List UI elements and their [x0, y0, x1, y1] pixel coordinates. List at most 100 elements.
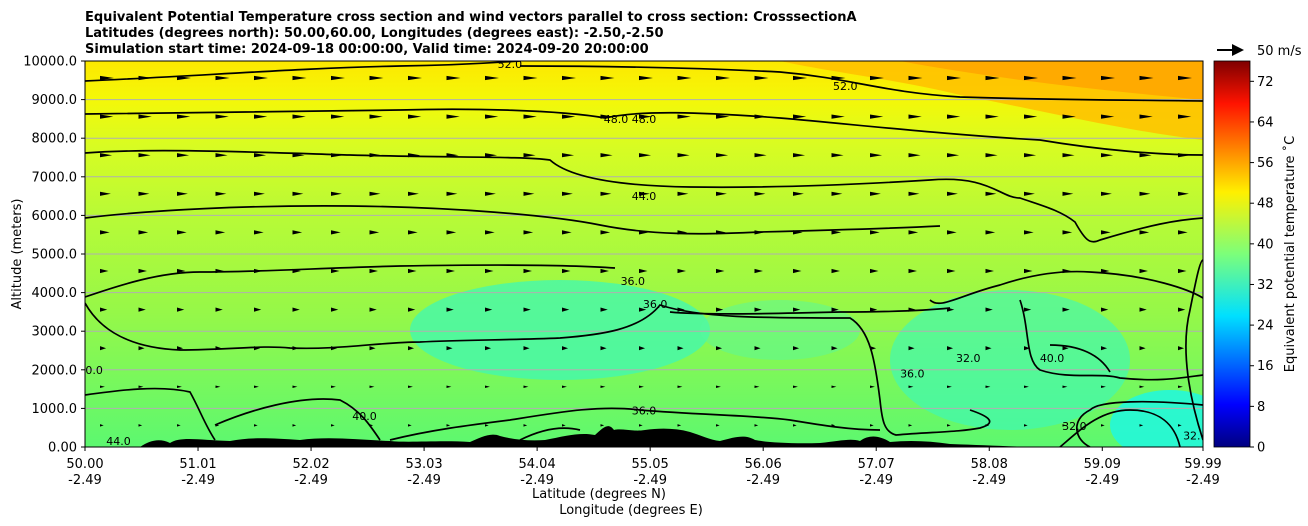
wind-vector [369, 268, 378, 274]
wind-vector [562, 346, 569, 351]
x-tick-label-lon: -2.49 [859, 473, 893, 488]
wind-vector [1101, 230, 1111, 235]
wind-vector [985, 268, 994, 274]
contour-label: 40.0 [1040, 352, 1065, 365]
wind-vector [793, 75, 807, 81]
wind-vector [870, 385, 875, 389]
contour-48 [85, 108, 1203, 156]
wind-vector [1101, 307, 1109, 312]
x-axis: 50.00-2.4951.01-2.4952.02-2.4953.03-2.49… [66, 447, 1222, 488]
colorbar-tick-label: 8 [1257, 400, 1265, 415]
wind-vector [908, 191, 920, 196]
x-tick-label-lon: -2.49 [68, 473, 102, 488]
wind-vector [870, 307, 878, 312]
x-tick-label-lat: 51.01 [179, 457, 216, 472]
cool-region-right [890, 290, 1130, 430]
wind-vector [947, 75, 961, 81]
wind-vector [716, 385, 721, 389]
wind-vector [1024, 114, 1038, 119]
wind-vector [600, 268, 609, 274]
wind-vector [331, 114, 345, 119]
wind-vector [215, 114, 229, 119]
wind-vector [485, 75, 499, 81]
wind-vector [716, 75, 730, 81]
wind-vector [831, 346, 838, 351]
wind-vector [1024, 268, 1033, 274]
wind-vector [254, 230, 264, 235]
wind-vectors [100, 75, 1192, 427]
title-line-3: Simulation start time: 2024-09-18 00:00:… [85, 42, 649, 57]
wind-vector [677, 268, 686, 274]
wind-vector [1024, 153, 1037, 158]
wind-vector [947, 114, 961, 119]
wind-vector [485, 114, 499, 119]
wind-vector [1062, 424, 1067, 427]
wind-vector [1139, 230, 1150, 235]
contour-label: 40.0 [78, 364, 103, 377]
wind-vector [1062, 346, 1069, 351]
wind-vector [1024, 307, 1032, 312]
wind-vector [100, 75, 114, 81]
wind-vector [600, 346, 607, 351]
wind-vector [716, 191, 727, 196]
wind-vector [254, 424, 258, 427]
wind-vector [677, 191, 689, 196]
contour-label: 32.0 [1062, 420, 1087, 433]
contour-lines [85, 61, 1203, 447]
wind-vector [677, 346, 684, 351]
wind-vector [562, 268, 571, 274]
wind-vector [562, 385, 567, 389]
wind-vector [562, 75, 576, 81]
wind-vector [215, 75, 230, 81]
wind-vector [485, 385, 490, 389]
wind-vector [177, 385, 182, 389]
wind-vector [100, 230, 110, 235]
wind-vector [947, 346, 954, 351]
wind-vector [985, 153, 998, 158]
y-tick-label: 10000.0 [23, 55, 77, 70]
wind-vector [1062, 385, 1068, 389]
wind-vector [908, 385, 914, 389]
y-axis: 0.00 1000.0 2000.0 3000.0 4000.0 5000.0 6000.0… [23, 55, 85, 456]
wind-vector [485, 230, 495, 235]
wind-vector [1139, 268, 1148, 274]
wind-vector [985, 307, 993, 312]
wind-vector [446, 75, 461, 81]
wind-vector [600, 191, 612, 196]
wind-vector [369, 191, 381, 196]
y-tick-label: 9000.0 [32, 93, 78, 108]
wind-vector [523, 153, 536, 158]
contour-44 [85, 149, 1203, 243]
wind-vector [408, 75, 422, 81]
wind-vector [408, 346, 415, 351]
wind-vector [716, 424, 720, 427]
x-tick-label-lon: -2.49 [1186, 473, 1220, 488]
wind-vector [985, 75, 1000, 81]
wind-vector [831, 385, 837, 389]
wind-vector [1178, 75, 1192, 81]
wind-vector [331, 307, 339, 312]
contour-40-low [85, 387, 381, 441]
x-tick-label-lat: 55.05 [632, 457, 669, 472]
wind-vector [1139, 346, 1146, 351]
wind-vector [1062, 114, 1076, 119]
wind-vector [408, 424, 412, 427]
wind-vector [639, 307, 647, 312]
wind-vector [716, 307, 724, 312]
wind-vector [292, 114, 306, 119]
wind-vector [523, 346, 530, 351]
wind-vector [1139, 424, 1144, 427]
wind-vector [138, 346, 145, 351]
y-tick-label: 8000.0 [32, 132, 78, 147]
wind-vector [408, 268, 417, 274]
wind-vector [1101, 424, 1105, 427]
colorbar-tick-label: 56 [1257, 156, 1274, 171]
wind-vector [485, 268, 494, 274]
wind-vector [254, 307, 262, 312]
wind-vector [523, 307, 531, 312]
wind-vector [600, 230, 611, 235]
wind-vector [947, 385, 952, 389]
wind-vector [639, 114, 653, 119]
wind-vector [138, 230, 149, 235]
wind-vector [100, 114, 114, 119]
